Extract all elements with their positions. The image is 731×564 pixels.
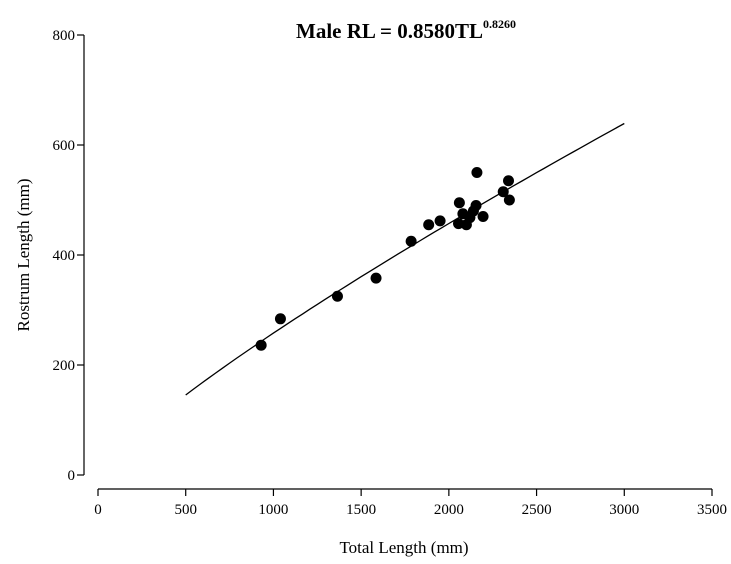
y-axis-label: Rostrum Length (mm) [14, 179, 33, 332]
y-tick-label: 0 [68, 468, 76, 484]
fit-line-layer [185, 122, 625, 396]
axes: 0 500 1000 1500 2000 2500 3000 3500 0 200 400 600 80… [53, 28, 728, 518]
data-point [274, 313, 286, 325]
data-point [503, 194, 515, 206]
y-tick-label: 200 [53, 358, 76, 374]
data-point [255, 339, 267, 351]
data-point [434, 215, 446, 227]
data-point [405, 235, 417, 247]
x-tick-label: 500 [174, 502, 197, 518]
chart-title-main: Male RL = 0.8580TL [296, 19, 483, 43]
x-axis-label: Total Length (mm) [339, 538, 468, 557]
x-tick-label: 0 [94, 502, 102, 518]
x-tick-label: 2000 [434, 502, 464, 518]
x-tick-label: 1000 [258, 502, 288, 518]
y-tick-label: 800 [53, 28, 76, 44]
x-tick-label: 1500 [346, 502, 376, 518]
data-points [255, 167, 515, 351]
data-point [331, 290, 343, 302]
data-point [477, 211, 489, 222]
chart-title: Male RL = 0.8580TL0.8260 [296, 17, 516, 43]
fit-curve [185, 122, 625, 396]
x-tick-label: 2500 [522, 502, 552, 518]
data-point [470, 200, 482, 211]
data-point [471, 167, 483, 178]
y-tick-label: 400 [53, 248, 76, 264]
x-tick-label: 3000 [609, 502, 639, 518]
data-point [423, 219, 435, 231]
x-tick-label: 3500 [697, 502, 727, 518]
data-point [503, 175, 515, 187]
data-point [497, 186, 509, 198]
data-point [370, 272, 382, 284]
y-tick-label: 600 [53, 138, 76, 154]
chart-title-exponent: 0.8260 [483, 17, 516, 31]
data-point [453, 197, 465, 209]
